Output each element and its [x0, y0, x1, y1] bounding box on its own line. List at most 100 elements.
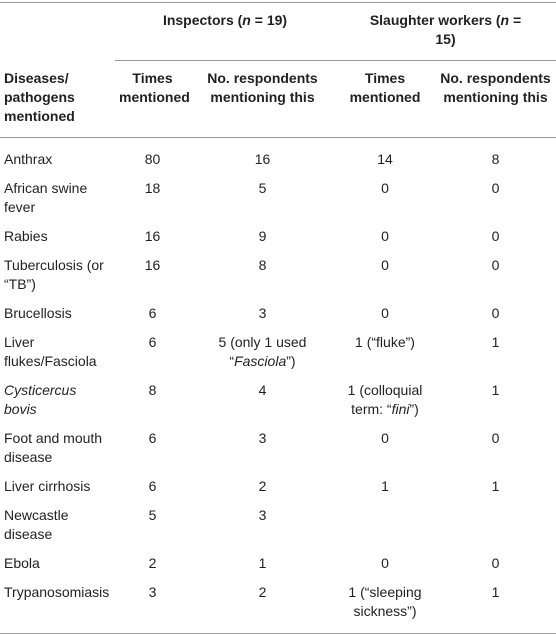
table-cell: 1 [491, 583, 500, 600]
text-run: Slaughter workers ( [369, 12, 501, 28]
table-cell: 0 [491, 429, 500, 446]
table-cell: 3 [258, 429, 267, 446]
table-cell: 8 [491, 150, 500, 167]
table-cell: 2 [258, 477, 267, 494]
table-cell: 0 [381, 256, 389, 273]
row-label: Liver flukes/Fasciola [4, 333, 97, 369]
text-run: = 19) [250, 12, 288, 28]
table-row: Cysticercus bovis 8 4 1 (colloquial term: “… [0, 375, 556, 423]
table-row: Anthrax 80 16 14 8 [0, 137, 556, 173]
table-cell: 6 [148, 304, 157, 321]
row-label: Brucellosis [4, 304, 72, 321]
table-cell: 5 [258, 179, 267, 196]
table-cell: 8 [258, 256, 267, 273]
group-header-row: Inspectors (n = 19) Slaughter workers (n … [0, 2, 556, 61]
table-cell: 1 [491, 333, 500, 350]
table-cell: 6 [148, 429, 157, 446]
text-run: Inspectors ( [162, 12, 243, 28]
table-cell: 4 [258, 381, 267, 398]
row-label: Tuberculosis (or “TB”) [4, 256, 104, 292]
row-label: Liver cirrhosis [4, 477, 91, 494]
table-cell: 1 [381, 477, 389, 494]
table-cell: 6 [148, 333, 157, 350]
table-cell: 0 [491, 304, 500, 321]
table-cell: 18 [144, 179, 161, 196]
table-cell: 2 [148, 554, 157, 571]
table-cell: 0 [491, 227, 500, 244]
table-row: Tuberculosis (or “TB”) 16 8 0 0 [0, 250, 556, 298]
text-run: fini [391, 400, 410, 417]
table-cell: 2 [258, 583, 267, 600]
row-label: Trypanosomiasis [4, 583, 110, 600]
table-row: African swine fever 18 5 0 0 [0, 173, 556, 221]
text-run: n [500, 12, 510, 28]
text-run: ”) [409, 400, 419, 417]
column-header: Times mentioned [119, 70, 190, 105]
table-cell: 16 [144, 256, 161, 273]
table-cell: 3 [258, 506, 267, 523]
table-cell: 0 [381, 227, 389, 244]
column-header-row: Diseases/ pathogens mentioned Times menti… [0, 61, 556, 137]
column-header: No. respondents mentioning this [207, 70, 318, 105]
table-cell: 0 [491, 179, 500, 196]
table-cell: 16 [144, 227, 161, 244]
table-cell: 9 [258, 227, 267, 244]
table-cell: 80 [144, 150, 161, 167]
table-cell: 3 [258, 304, 267, 321]
table-cell: 0 [381, 554, 389, 571]
table-cell: 14 [377, 150, 393, 167]
table-row: Liver cirrhosis 6 2 1 1 [0, 471, 556, 500]
column-header: Times mentioned [349, 70, 421, 105]
text-run: 5 (only 1 used “ [218, 333, 307, 369]
row-label: Newcastle disease [4, 506, 69, 542]
row-label: Foot and mouth disease [4, 429, 103, 465]
table-cell: 5 (only 1 used “Fasciola”) [190, 327, 335, 375]
table-row: Trypanosomiasis 3 2 1 (“sleeping sickness”)… [0, 577, 556, 634]
table-cell [435, 500, 556, 548]
group-header-text: Inspectors (n = 19) [163, 11, 287, 30]
table-cell: 1 (“sleeping sickness”) [348, 583, 422, 619]
table-cell: 0 [381, 429, 389, 446]
row-label: Cysticercus bovis [0, 375, 115, 423]
table-cell: 0 [381, 304, 389, 321]
table-header: Inspectors (n = 19) Slaughter workers (n … [0, 2, 556, 137]
table-cell: 1 [258, 554, 267, 571]
table-cell: 16 [254, 150, 271, 167]
table-body: Anthrax 80 16 14 8 African swine fever 18 5 0 0 Ra… [0, 137, 556, 633]
table-cell: 0 [491, 554, 500, 571]
table-row: Brucellosis 6 3 0 0 [0, 298, 556, 327]
row-label: Rabies [4, 227, 48, 244]
table-cell: 3 [148, 583, 157, 600]
table-row: Ebola 2 1 0 0 [0, 548, 556, 577]
empty-header-cell [0, 3, 115, 61]
table-row: Foot and mouth disease 6 3 0 0 [0, 423, 556, 471]
column-header: Diseases/ pathogens mentioned [4, 69, 75, 124]
table-cell: 1 [491, 381, 500, 398]
table-cell: 5 [148, 506, 157, 523]
text-run: n [242, 12, 251, 28]
group-header: Inspectors (n = 19) [115, 2, 335, 61]
table-cell: 0 [491, 256, 500, 273]
table-cell: 0 [381, 179, 389, 196]
row-label: Ebola [4, 554, 40, 571]
group-header: Slaughter workers (n = 15) [335, 2, 556, 61]
text-run: = 15) [435, 12, 522, 47]
table-cell: 1 (“fluke”) [355, 333, 415, 350]
text-run: ”) [286, 352, 296, 369]
row-label: Anthrax [4, 150, 53, 167]
table-row: Newcastle disease 5 3 [0, 500, 556, 548]
text-run: 1 (colloquial term: “ [347, 381, 423, 417]
table-cell: 8 [148, 381, 157, 398]
text-run: Cysticercus bovis [4, 381, 77, 417]
row-label: African swine fever [4, 179, 88, 215]
column-header: No. respondents mentioning this [440, 70, 551, 105]
table-row: Rabies 16 9 0 0 [0, 221, 556, 250]
table-cell [335, 500, 435, 548]
table-cell: 6 [148, 477, 157, 494]
group-header-text: Slaughter workers (n = 15) [361, 11, 531, 49]
table-row: Liver flukes/Fasciola 6 5 (only 1 used “Fa… [0, 327, 556, 375]
text-run: Fasciola [234, 352, 287, 369]
table-cell: 1 (colloquial term: “fini”) [335, 375, 435, 423]
